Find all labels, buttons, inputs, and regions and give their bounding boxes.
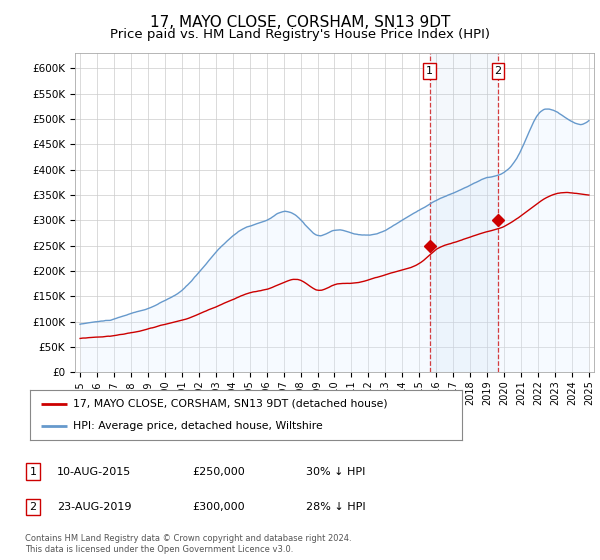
Bar bbox=[430, 53, 498, 372]
Text: 10-AUG-2015: 10-AUG-2015 bbox=[57, 466, 131, 477]
Text: 1: 1 bbox=[426, 66, 433, 76]
Text: Contains HM Land Registry data © Crown copyright and database right 2024.
This d: Contains HM Land Registry data © Crown c… bbox=[25, 534, 352, 554]
Text: Price paid vs. HM Land Registry's House Price Index (HPI): Price paid vs. HM Land Registry's House … bbox=[110, 28, 490, 41]
Text: £250,000: £250,000 bbox=[192, 466, 245, 477]
Text: 28% ↓ HPI: 28% ↓ HPI bbox=[306, 502, 365, 512]
Text: 1: 1 bbox=[29, 466, 37, 477]
Text: 23-AUG-2019: 23-AUG-2019 bbox=[57, 502, 131, 512]
Text: 30% ↓ HPI: 30% ↓ HPI bbox=[306, 466, 365, 477]
Text: 17, MAYO CLOSE, CORSHAM, SN13 9DT: 17, MAYO CLOSE, CORSHAM, SN13 9DT bbox=[150, 15, 450, 30]
Text: 2: 2 bbox=[29, 502, 37, 512]
Text: HPI: Average price, detached house, Wiltshire: HPI: Average price, detached house, Wilt… bbox=[73, 421, 323, 431]
Text: 17, MAYO CLOSE, CORSHAM, SN13 9DT (detached house): 17, MAYO CLOSE, CORSHAM, SN13 9DT (detac… bbox=[73, 399, 388, 409]
Text: £300,000: £300,000 bbox=[192, 502, 245, 512]
Text: 2: 2 bbox=[494, 66, 502, 76]
